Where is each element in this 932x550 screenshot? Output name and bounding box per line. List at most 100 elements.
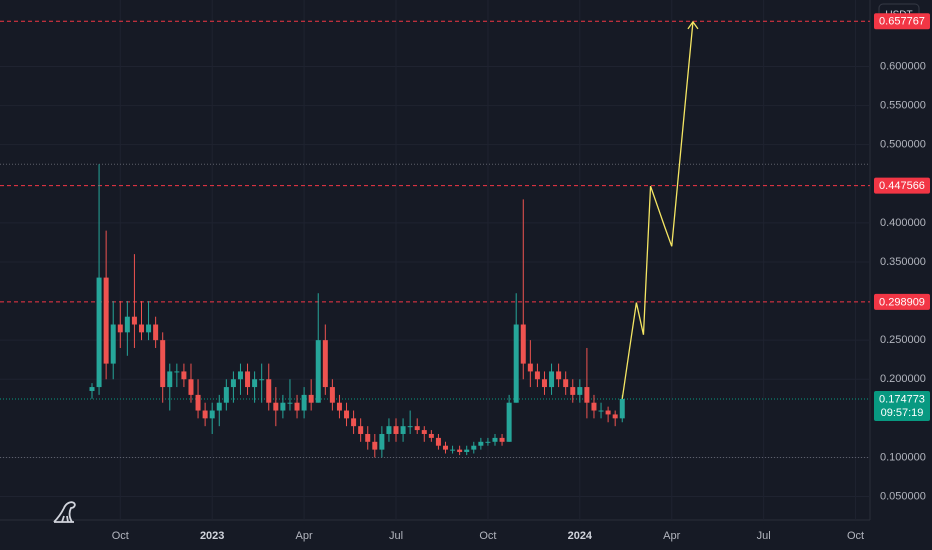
candle-body [464, 449, 470, 452]
y-tick-label: 0.050000 [880, 490, 926, 502]
candle-body [89, 387, 95, 391]
candle-body [252, 379, 258, 388]
candle-body [584, 387, 590, 403]
candle-body [280, 402, 286, 411]
candle-body [160, 340, 166, 388]
logo-icon[interactable] [53, 501, 76, 523]
y-tick-label: 0.350000 [880, 256, 926, 268]
candle-body [266, 379, 272, 403]
candle-body [563, 379, 569, 388]
level-label: 0.298909 [879, 296, 925, 308]
candle-body [358, 426, 364, 434]
candle-body [549, 371, 555, 388]
candle-body [336, 402, 342, 411]
y-tick-label: 0.250000 [880, 334, 926, 346]
candle-body [230, 379, 236, 388]
candle-body [414, 426, 420, 431]
y-tick-label: 0.100000 [880, 451, 926, 463]
candle-body [138, 324, 144, 333]
level-label: 0.447566 [879, 180, 925, 192]
candle-body [499, 437, 505, 442]
candle-body [619, 398, 625, 419]
candle-body [400, 426, 406, 434]
candle-body [188, 379, 194, 395]
candle-body [527, 363, 533, 372]
candle-body [485, 441, 491, 443]
candle-body [294, 402, 300, 411]
projection-line [621, 21, 694, 399]
candle-body [124, 316, 130, 333]
x-tick-label: Apr [663, 530, 680, 542]
candle-body [365, 433, 371, 442]
x-tick-label: Jul [389, 530, 403, 542]
candle-body [315, 340, 321, 403]
candle-body [520, 324, 526, 364]
candle-body [591, 402, 597, 411]
candle-body [181, 371, 187, 380]
candle-body [407, 426, 413, 428]
y-tick-label: 0.200000 [880, 373, 926, 385]
candle-body [556, 371, 562, 380]
level-label-box [874, 293, 930, 310]
logo[interactable] [53, 501, 76, 523]
level-label: 0.657767 [879, 16, 925, 28]
y-tick-label: 0.400000 [880, 217, 926, 229]
candle-body [492, 437, 498, 442]
candle-body [612, 414, 618, 419]
candle-body [103, 277, 109, 364]
candle-body [117, 324, 123, 333]
candle-body [273, 402, 279, 411]
candle-body [146, 324, 152, 333]
candle-body [351, 418, 357, 427]
candle-body [344, 410, 350, 419]
candle-body [372, 441, 378, 450]
candle-body [202, 410, 208, 419]
candle-body [216, 402, 222, 411]
countdown-label: 09:57:19 [881, 407, 924, 419]
candle-body [570, 387, 576, 395]
x-tick-label: Jul [757, 530, 771, 542]
candle-body [478, 441, 484, 446]
x-tick-label: Apr [296, 530, 313, 542]
candle-body [195, 394, 201, 411]
level-label-box [874, 177, 930, 194]
candle-body [393, 426, 399, 434]
y-tick-label: 0.550000 [880, 99, 926, 111]
candle-body [605, 410, 611, 415]
last-price-box [874, 390, 930, 421]
candle-body [131, 316, 137, 325]
candle-body [167, 371, 173, 388]
candle-body [506, 402, 512, 442]
x-tick-label: 2023 [200, 530, 224, 542]
candle-body [174, 371, 180, 373]
candle-body [541, 379, 547, 388]
candle-body [598, 410, 604, 412]
candle-body [386, 426, 392, 434]
x-tick-label: Oct [847, 530, 864, 542]
candle-body [435, 437, 441, 446]
candle-body [421, 430, 427, 434]
candle-body [301, 394, 307, 411]
candle-body [534, 371, 540, 380]
x-tick-label: Oct [112, 530, 129, 542]
candle-body [428, 433, 434, 438]
candle-body [329, 387, 335, 403]
projection-arrowhead [687, 20, 699, 30]
candle-body [379, 433, 385, 450]
candle-body [237, 371, 243, 380]
last-price-label: 0.174773 [879, 393, 925, 405]
y-tick-label: 0.600000 [880, 60, 926, 72]
y-tick-label: 0.500000 [880, 139, 926, 151]
candle-body [259, 379, 265, 381]
candle-body [513, 324, 519, 403]
candle-body [443, 445, 448, 450]
candle-body [209, 410, 215, 419]
x-tick-label: Oct [479, 530, 496, 542]
candle-body [96, 277, 102, 388]
candle-body [287, 402, 293, 404]
candle-body [577, 387, 583, 395]
x-tick-label: 2024 [568, 530, 593, 542]
candle-body [471, 445, 477, 450]
